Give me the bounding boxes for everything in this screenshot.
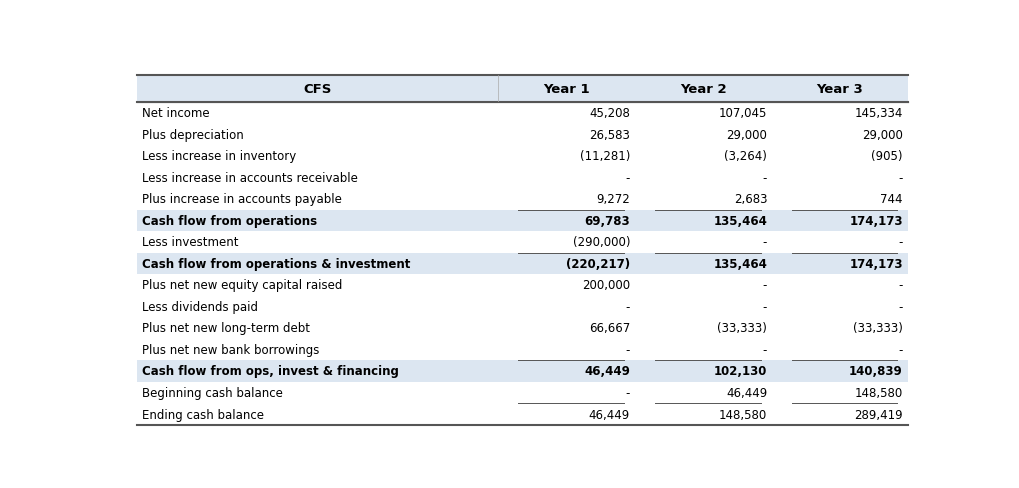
Bar — [635, 76, 772, 103]
Bar — [137, 382, 908, 404]
Text: (220,217): (220,217) — [566, 257, 630, 270]
Text: 69,783: 69,783 — [585, 214, 630, 227]
Text: -: - — [763, 279, 767, 292]
Text: 26,583: 26,583 — [589, 128, 630, 142]
Bar — [497, 76, 635, 103]
Text: 174,173: 174,173 — [850, 257, 903, 270]
Bar — [137, 296, 908, 318]
Text: Less dividends paid: Less dividends paid — [143, 300, 259, 313]
Text: (11,281): (11,281) — [580, 150, 630, 163]
Text: 29,000: 29,000 — [727, 128, 767, 142]
Text: -: - — [763, 300, 767, 313]
Text: 289,419: 289,419 — [854, 407, 903, 421]
Text: -: - — [763, 343, 767, 356]
Text: Plus net new bank borrowings: Plus net new bank borrowings — [143, 343, 320, 356]
Text: -: - — [626, 171, 630, 184]
Text: -: - — [899, 279, 903, 292]
Text: -: - — [899, 236, 903, 249]
Text: (33,333): (33,333) — [853, 322, 903, 335]
Bar — [137, 103, 908, 124]
Text: 46,449: 46,449 — [726, 386, 767, 399]
Text: Ending cash balance: Ending cash balance — [143, 407, 264, 421]
Text: Year 2: Year 2 — [680, 82, 727, 96]
Text: Less investment: Less investment — [143, 236, 238, 249]
Text: Plus depreciation: Plus depreciation — [143, 128, 245, 142]
Bar — [137, 232, 908, 253]
Text: 135,464: 135,464 — [713, 257, 767, 270]
Text: Plus net new equity capital raised: Plus net new equity capital raised — [143, 279, 342, 292]
Text: 9,272: 9,272 — [596, 193, 630, 206]
Text: Less increase in inventory: Less increase in inventory — [143, 150, 297, 163]
Text: 46,449: 46,449 — [584, 365, 630, 378]
Bar — [137, 318, 908, 339]
Text: -: - — [626, 386, 630, 399]
Text: (33,333): (33,333) — [717, 322, 767, 335]
Bar — [137, 189, 908, 210]
Text: Year 1: Year 1 — [543, 82, 589, 96]
Text: (290,000): (290,000) — [573, 236, 630, 249]
Text: 66,667: 66,667 — [589, 322, 630, 335]
Text: Cash flow from ops, invest & financing: Cash flow from ops, invest & financing — [143, 365, 399, 378]
Text: 148,580: 148,580 — [719, 407, 767, 421]
Bar — [137, 361, 908, 382]
Bar — [137, 275, 908, 296]
Text: 46,449: 46,449 — [589, 407, 630, 421]
Bar — [137, 210, 908, 232]
Text: 107,045: 107,045 — [718, 107, 767, 120]
Bar — [137, 124, 908, 146]
Bar — [137, 167, 908, 189]
Text: 102,130: 102,130 — [714, 365, 767, 378]
Text: (905): (905) — [871, 150, 903, 163]
Bar — [137, 404, 908, 425]
Bar — [137, 339, 908, 361]
Text: Plus increase in accounts payable: Plus increase in accounts payable — [143, 193, 342, 206]
Text: 200,000: 200,000 — [582, 279, 630, 292]
Text: 2,683: 2,683 — [734, 193, 767, 206]
Bar — [772, 76, 908, 103]
Text: 174,173: 174,173 — [850, 214, 903, 227]
Text: 140,839: 140,839 — [849, 365, 903, 378]
Text: Less increase in accounts receivable: Less increase in accounts receivable — [143, 171, 359, 184]
Text: -: - — [626, 343, 630, 356]
Text: -: - — [899, 171, 903, 184]
Text: Beginning cash balance: Beginning cash balance — [143, 386, 283, 399]
Text: 45,208: 45,208 — [589, 107, 630, 120]
Text: Net income: Net income — [143, 107, 210, 120]
Bar — [137, 76, 497, 103]
Text: 744: 744 — [880, 193, 903, 206]
Text: -: - — [899, 343, 903, 356]
Text: Cash flow from operations: Cash flow from operations — [143, 214, 318, 227]
Text: -: - — [763, 236, 767, 249]
Text: 145,334: 145,334 — [855, 107, 903, 120]
Text: -: - — [899, 300, 903, 313]
Text: (3,264): (3,264) — [725, 150, 767, 163]
Text: Cash flow from operations & investment: Cash flow from operations & investment — [143, 257, 411, 270]
Text: CFS: CFS — [303, 82, 331, 96]
Text: Plus net new long-term debt: Plus net new long-term debt — [143, 322, 311, 335]
Text: -: - — [763, 171, 767, 184]
Text: 29,000: 29,000 — [862, 128, 903, 142]
Bar — [137, 146, 908, 167]
Text: -: - — [626, 300, 630, 313]
Text: Year 3: Year 3 — [816, 82, 863, 96]
Bar — [137, 253, 908, 275]
Text: 148,580: 148,580 — [855, 386, 903, 399]
Text: 135,464: 135,464 — [713, 214, 767, 227]
